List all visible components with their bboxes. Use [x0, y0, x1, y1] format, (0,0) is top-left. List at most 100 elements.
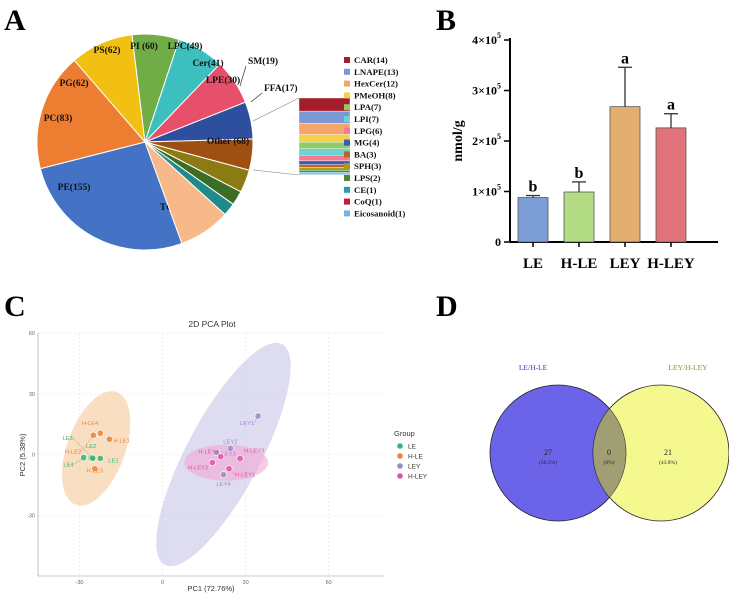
venn-intersection-pct: (0%) — [604, 459, 615, 466]
venn-right-pct: (43.8%) — [659, 459, 677, 466]
pie-slice-label: LPE(30) — [206, 75, 240, 86]
y-tick-exp: 5 — [497, 31, 501, 40]
legend-swatch — [344, 186, 350, 193]
pie-slice-label: Cer(41) — [192, 58, 223, 69]
y-tick-base: 4×10 — [472, 33, 497, 47]
legend-label: BA(3) — [354, 149, 377, 159]
legend-swatch — [344, 116, 350, 122]
bar-chart: 01×1052×1053×1054×105nmol/gbLEbH-LEaLEYa… — [451, 31, 718, 272]
label-leader — [72, 438, 93, 459]
pca-point — [226, 444, 234, 452]
pca-point — [254, 412, 262, 420]
legend-title: Group — [394, 429, 415, 438]
legend-swatch — [344, 127, 350, 134]
pca-point-label: LE3 — [62, 436, 72, 442]
other-stack-segment — [298, 160, 351, 165]
pie-chart: TG(234)PE(155)PC(83)PG(62)PS(62)PI (60)L… — [36, 33, 298, 251]
pca-point — [91, 465, 99, 473]
label-leader — [81, 435, 94, 452]
pca-point — [236, 455, 244, 463]
label-leader — [228, 468, 236, 475]
y-tick-base: 3×10 — [472, 84, 497, 98]
y-tick-label: -30 — [27, 513, 35, 519]
y-tick-label: 2×105 — [472, 132, 501, 148]
x-axis-label: PC1 (72.76%) — [187, 584, 235, 593]
venn-left-count: 27 — [544, 448, 552, 457]
pie-slice-label: PE(155) — [58, 182, 91, 193]
venn-left-pct: (56.3%) — [539, 459, 557, 466]
pca-point-label: H-LE2 — [65, 449, 81, 455]
pca-point-label: H-LEY2 — [188, 466, 208, 472]
legend-swatch — [344, 57, 350, 63]
legend-label: LPG(6) — [354, 126, 382, 136]
significance-letter: a — [621, 50, 629, 67]
y-tick-base: 0 — [495, 235, 501, 249]
legend-label: LNAPE(13) — [354, 67, 399, 77]
pie-slice — [36, 59, 146, 170]
legend-marker — [397, 473, 403, 479]
significance-letter: a — [667, 97, 675, 114]
confidence-ellipse — [184, 444, 269, 481]
bar — [563, 191, 595, 243]
pca-point — [96, 429, 104, 437]
y-tick-base: 2×10 — [472, 134, 497, 148]
pca-point — [213, 448, 221, 456]
y-tick-exp: 5 — [497, 183, 501, 192]
y-tick-label: 0 — [32, 453, 35, 459]
legend-label: LPS(2) — [354, 173, 380, 183]
y-axis-label: PC2 (5.38%) — [18, 433, 27, 476]
bar — [609, 106, 641, 243]
venn-set-right-name: LEY/H-LEY — [668, 363, 708, 372]
panel-letter-d: D — [436, 290, 458, 323]
legend-swatch — [344, 151, 350, 158]
pca-point-label: H-LEY3 — [244, 449, 264, 455]
pca-point-label: LE1 — [108, 458, 118, 464]
other-stack-segment — [298, 134, 351, 143]
other-stack-segment — [298, 155, 351, 162]
panel-letter-a: A — [4, 4, 26, 37]
legend-label: SPH(3) — [354, 161, 381, 171]
legend-label: LPA(7) — [354, 102, 381, 112]
x-tick-label: 60 — [326, 580, 332, 586]
legend-swatch — [344, 68, 350, 75]
legend-label: PMeOH(8) — [354, 90, 396, 100]
legend-swatch — [344, 175, 350, 181]
pie-slice — [144, 141, 226, 245]
pie-slice-label: FFA(17) — [264, 83, 298, 94]
legend-label: HexCer(12) — [354, 79, 398, 89]
pie-slice-label: SM(19) — [248, 56, 278, 67]
other-stack-segment — [298, 148, 351, 156]
y-tick-label: 60 — [29, 331, 35, 337]
venn-intersection — [592, 408, 627, 498]
confidence-ellipse — [62, 391, 131, 506]
venn-set-left-name: LE/H-LE — [519, 363, 548, 372]
bar — [655, 127, 687, 243]
other-stack-segment — [298, 97, 351, 112]
legend-swatch — [344, 210, 350, 217]
other-stack-segment — [298, 170, 351, 173]
pca-point — [105, 435, 113, 443]
legend-swatch — [344, 80, 350, 87]
other-stack-segment — [298, 141, 351, 149]
pca-point-label: H-LEY1 — [235, 473, 255, 479]
pca-point-label: H-LE1 — [113, 438, 129, 444]
x-tick-label: LE — [523, 256, 543, 272]
legend-label: H-LE — [408, 453, 423, 460]
venn-diagram: LE/H-LE LEY/H-LEY 27 (56.3%) 0 (0%) 21 (43.8%) — [489, 363, 729, 522]
y-tick-exp: 5 — [497, 82, 501, 91]
y-tick-label: 4×105 — [472, 31, 501, 47]
legend-label: LEY — [408, 463, 421, 470]
venn-intersection-count: 0 — [607, 448, 611, 457]
pca-point-label: LEY4 — [216, 482, 231, 488]
pca-point — [219, 471, 227, 479]
pca-title: 2D PCA Plot — [188, 319, 236, 329]
significance-letter: b — [529, 179, 538, 196]
pca-plot: 2D PCA Plot PC1 (72.76%) PC2 (5.38%) -30 0 30… — [18, 319, 428, 593]
pca-point-label: H-LE3 — [87, 469, 103, 475]
other-stack-segment — [298, 164, 351, 168]
legend-label: Eicosanoid(1) — [354, 208, 405, 218]
y-tick-label: 1×105 — [472, 183, 501, 199]
y-tick-base: 1×10 — [472, 185, 497, 199]
pie-slice-label: Other (68) — [207, 136, 249, 147]
pie-slice-label: PI (60) — [130, 41, 158, 52]
